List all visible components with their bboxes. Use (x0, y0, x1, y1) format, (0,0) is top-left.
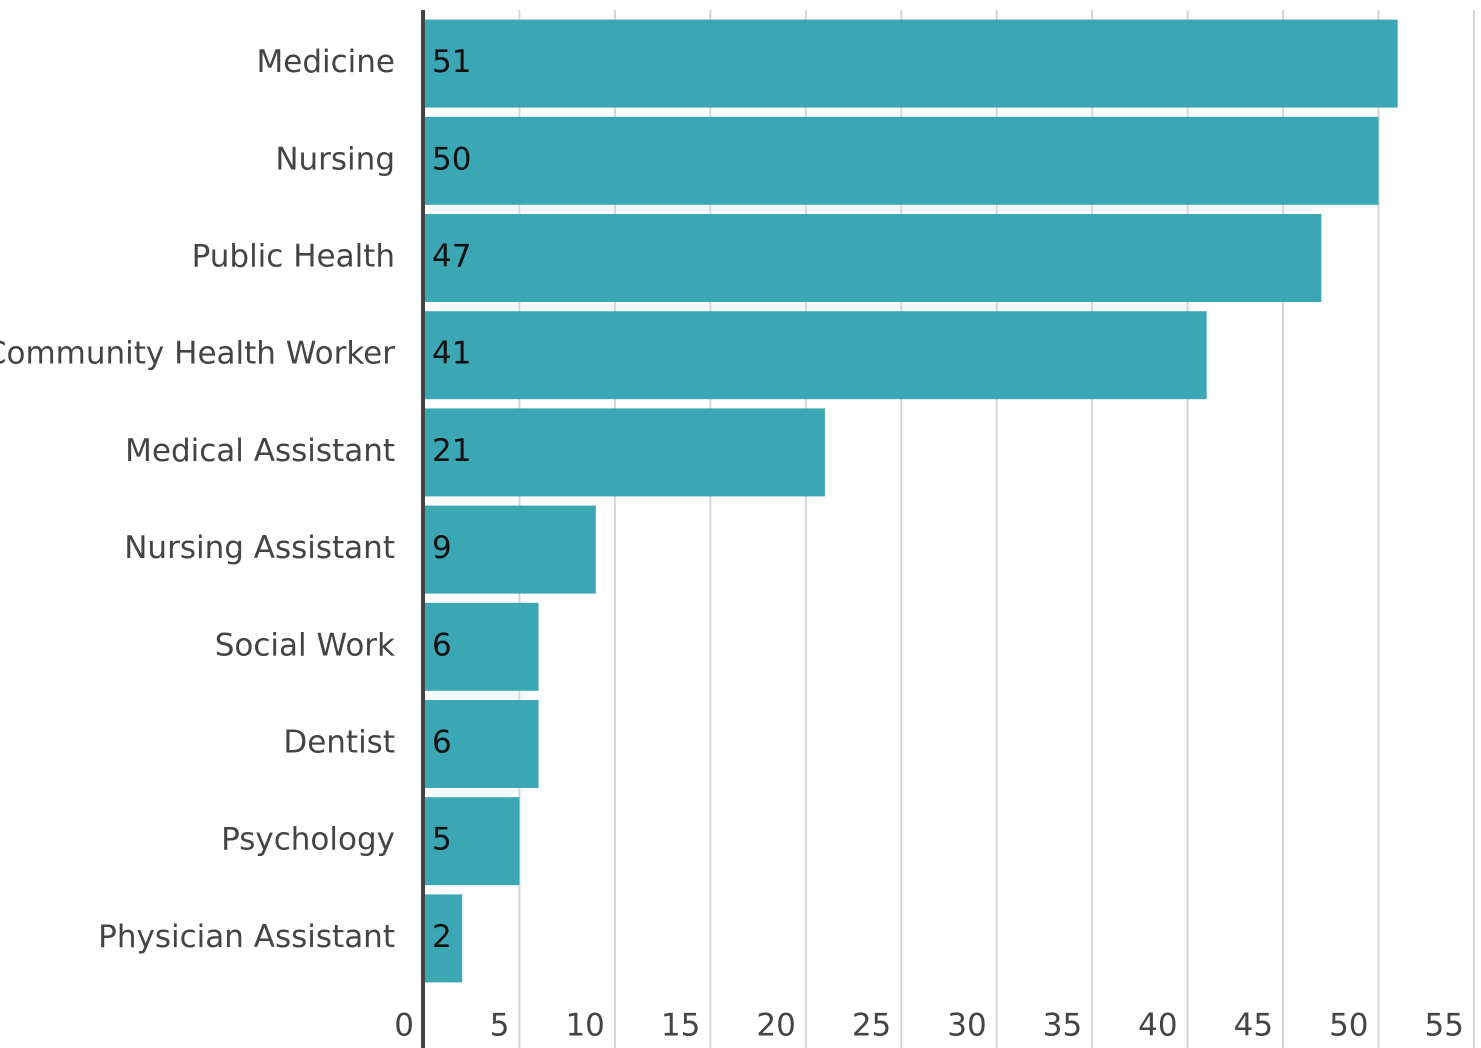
value-label: 2 (432, 919, 452, 955)
bar (424, 408, 825, 497)
y-tick-label: Nursing (275, 141, 395, 177)
value-label: 50 (432, 141, 471, 177)
y-tick-label: Community Health Worker (0, 336, 395, 372)
value-label: 41 (432, 336, 471, 372)
x-tick-label: 10 (565, 1008, 604, 1044)
x-tick-label: 45 (1234, 1008, 1273, 1044)
y-tick-label: Medical Assistant (125, 433, 395, 469)
value-label: 6 (432, 627, 452, 663)
y-tick-label: Social Work (215, 627, 395, 663)
x-tick-label: 55 (1425, 1008, 1464, 1044)
x-tick-label: 20 (756, 1008, 795, 1044)
x-tick-label: 5 (490, 1008, 510, 1044)
value-label: 9 (432, 530, 452, 566)
value-label: 51 (432, 44, 471, 80)
bar (424, 700, 539, 788)
x-tick-label: 25 (852, 1008, 891, 1044)
y-tick-label: Dentist (283, 725, 395, 761)
y-tick-label: Public Health (192, 239, 395, 275)
bar (424, 505, 596, 594)
bar (424, 214, 1322, 302)
bar (424, 116, 1379, 205)
x-tick-label: 0 (394, 1008, 414, 1044)
bar (424, 19, 1398, 108)
bar (424, 797, 520, 886)
y-tick-label: Physician Assistant (98, 919, 395, 955)
bar (424, 894, 463, 983)
value-label: 5 (432, 822, 452, 858)
value-label: 21 (432, 433, 471, 469)
bar (424, 602, 539, 691)
y-tick-label: Nursing Assistant (124, 530, 395, 566)
x-tick-label: 15 (661, 1008, 700, 1044)
bar (424, 311, 1207, 400)
y-tick-label: Medicine (257, 44, 396, 80)
y-tick-label: Psychology (221, 822, 395, 858)
x-tick-label: 40 (1138, 1008, 1177, 1044)
value-label: 6 (432, 725, 452, 761)
value-label: 47 (432, 239, 471, 275)
x-tick-label: 35 (1043, 1008, 1082, 1044)
x-tick-label: 50 (1329, 1008, 1368, 1044)
x-tick-label: 30 (947, 1008, 986, 1044)
